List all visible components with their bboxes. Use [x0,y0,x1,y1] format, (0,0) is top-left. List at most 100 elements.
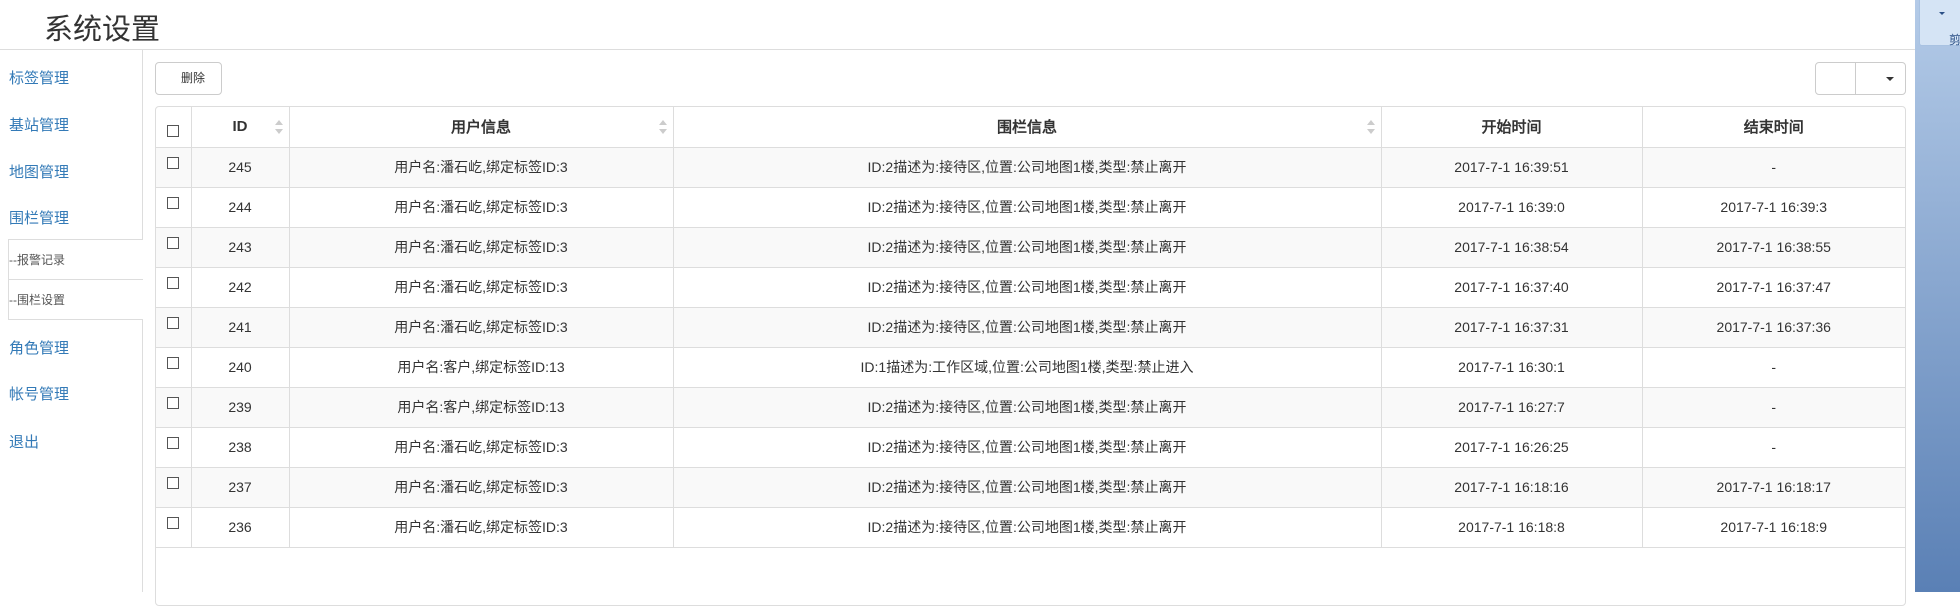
row-checkbox[interactable] [167,276,179,289]
divider [1855,63,1856,94]
sidebar-item-maps[interactable]: 地图管理 [9,164,70,181]
row-checkbox[interactable] [167,436,179,449]
sidebar-item-tags[interactable]: 标签管理 [9,70,70,87]
column-label: 用户信息 [450,119,511,137]
ribbon-label: 剪 [1949,33,1960,47]
columns-dropdown-button[interactable] [1815,62,1906,95]
cell-fence: ID:2描述为:接待区,位置:公司地图1楼,类型:禁止离开 [673,507,1382,548]
cell-fence: ID:2描述为:接待区,位置:公司地图1楼,类型:禁止离开 [673,147,1382,188]
records-table: ID 用户信息 围栏信息 开始时间 结束时间 245 用户名:潘石屹,绑定标签ID… [155,106,1906,606]
sidebar-item-logout[interactable]: 退出 [9,434,40,451]
cell-id: 236 [191,507,290,548]
cell-user: 用户名:潘石屹,绑定标签ID:3 [289,147,674,188]
row-select-cell [156,267,192,308]
cell-user: 用户名:潘石屹,绑定标签ID:3 [289,187,674,228]
row-checkbox[interactable] [167,356,179,369]
cell-user: 用户名:潘石屹,绑定标签ID:3 [289,467,674,508]
cell-start: 2017-7-1 16:37:40 [1381,267,1643,308]
dropdown-arrow-icon [1939,12,1945,15]
cell-start: 2017-7-1 16:18:8 [1381,507,1643,548]
sort-icon[interactable] [274,120,283,134]
page-header: 系统设置 [0,0,1915,50]
cell-user: 用户名:潘石屹,绑定标签ID:3 [289,507,674,548]
table-row[interactable]: 245 用户名:潘石屹,绑定标签ID:3 ID:2描述为:接待区,位置:公司地图1楼… [156,147,1905,188]
cell-end: 2017-7-1 16:39:3 [1642,187,1905,228]
sidebar-item-fences[interactable]: 围栏管理 [9,210,70,227]
column-header-start: 开始时间 [1381,107,1643,148]
sidebar-subitem-alarm-records[interactable]: --报警记录 [8,239,143,280]
row-checkbox[interactable] [167,516,179,529]
row-select-cell [156,147,192,188]
column-header-user[interactable]: 用户信息 [289,107,674,148]
cell-end: 2017-7-1 16:37:36 [1642,307,1905,348]
table-row[interactable]: 238 用户名:潘石屹,绑定标签ID:3 ID:2描述为:接待区,位置:公司地图1楼… [156,427,1905,468]
cell-start: 2017-7-1 16:38:54 [1381,227,1643,268]
row-select-cell [156,227,192,268]
row-select-cell [156,307,192,348]
cell-user: 用户名:潘石屹,绑定标签ID:3 [289,307,674,348]
table-row[interactable]: 237 用户名:潘石屹,绑定标签ID:3 ID:2描述为:接待区,位置:公司地图1楼… [156,467,1905,508]
row-select-cell [156,387,192,428]
table-row[interactable]: 244 用户名:潘石屹,绑定标签ID:3 ID:2描述为:接待区,位置:公司地图1楼… [156,187,1905,228]
row-checkbox[interactable] [167,156,179,169]
sidebar-item-roles[interactable]: 角色管理 [9,340,70,357]
background-window-ribbon: 剪 [1915,0,1960,592]
cell-start: 2017-7-1 16:30:1 [1381,347,1643,388]
select-all-checkbox[interactable] [167,125,179,137]
cell-start: 2017-7-1 16:27:7 [1381,387,1643,428]
cell-fence: ID:2描述为:接待区,位置:公司地图1楼,类型:禁止离开 [673,467,1382,508]
row-checkbox[interactable] [167,316,179,329]
cell-id: 244 [191,187,290,228]
row-checkbox[interactable] [167,196,179,209]
column-header-fence[interactable]: 围栏信息 [673,107,1382,148]
row-checkbox[interactable] [167,236,179,249]
cell-start: 2017-7-1 16:39:0 [1381,187,1643,228]
table-row[interactable]: 241 用户名:潘石屹,绑定标签ID:3 ID:2描述为:接待区,位置:公司地图1楼… [156,307,1905,348]
cell-fence: ID:2描述为:接待区,位置:公司地图1楼,类型:禁止离开 [673,187,1382,228]
cell-id: 237 [191,467,290,508]
cell-fence: ID:2描述为:接待区,位置:公司地图1楼,类型:禁止离开 [673,267,1382,308]
row-checkbox[interactable] [167,396,179,409]
table-row[interactable]: 243 用户名:潘石屹,绑定标签ID:3 ID:2描述为:接待区,位置:公司地图1楼… [156,227,1905,268]
table-row[interactable]: 240 用户名:客户,绑定标签ID:13 ID:1描述为:工作区域,位置:公司地图1… [156,347,1905,388]
cell-start: 2017-7-1 16:18:16 [1381,467,1643,508]
sidebar-item-stations[interactable]: 基站管理 [9,117,70,134]
cell-end: 2017-7-1 16:38:55 [1642,227,1905,268]
cell-user: 用户名:潘石屹,绑定标签ID:3 [289,227,674,268]
ribbon-group [1919,0,1960,46]
cell-fence: ID:1描述为:工作区域,位置:公司地图1楼,类型:禁止进入 [673,347,1382,388]
caret-down-icon [1886,77,1894,81]
cell-fence: ID:2描述为:接待区,位置:公司地图1楼,类型:禁止离开 [673,387,1382,428]
delete-button[interactable]: 删除 [155,62,222,95]
cell-end: 2017-7-1 16:18:17 [1642,467,1905,508]
cell-id: 239 [191,387,290,428]
cell-start: 2017-7-1 16:26:25 [1381,427,1643,468]
cell-start: 2017-7-1 16:39:51 [1381,147,1643,188]
cell-end: - [1642,347,1905,388]
table-row[interactable]: 236 用户名:潘石屹,绑定标签ID:3 ID:2描述为:接待区,位置:公司地图1楼… [156,507,1905,548]
cell-fence: ID:2描述为:接待区,位置:公司地图1楼,类型:禁止离开 [673,307,1382,348]
cell-id: 243 [191,227,290,268]
row-checkbox[interactable] [167,476,179,489]
column-label: 围栏信息 [996,119,1057,137]
cell-id: 238 [191,427,290,468]
cell-end: - [1642,387,1905,428]
row-select-cell [156,427,192,468]
row-select-cell [156,507,192,548]
cell-start: 2017-7-1 16:37:31 [1381,307,1643,348]
select-all-cell [156,107,192,148]
cell-user: 用户名:潘石屹,绑定标签ID:3 [289,427,674,468]
sort-icon[interactable] [658,120,667,134]
sidebar-subitem-fence-settings[interactable]: --围栏设置 [8,279,143,320]
cell-id: 241 [191,307,290,348]
sort-icon[interactable] [1366,120,1375,134]
cell-end: 2017-7-1 16:18:9 [1642,507,1905,548]
row-select-cell [156,187,192,228]
cell-user: 用户名:客户,绑定标签ID:13 [289,347,674,388]
column-header-id[interactable]: ID [191,107,290,148]
cell-id: 240 [191,347,290,388]
cell-end: - [1642,427,1905,468]
table-row[interactable]: 239 用户名:客户,绑定标签ID:13 ID:2描述为:接待区,位置:公司地图1楼… [156,387,1905,428]
sidebar-item-accounts[interactable]: 帐号管理 [9,386,70,403]
table-row[interactable]: 242 用户名:潘石屹,绑定标签ID:3 ID:2描述为:接待区,位置:公司地图1楼… [156,267,1905,308]
